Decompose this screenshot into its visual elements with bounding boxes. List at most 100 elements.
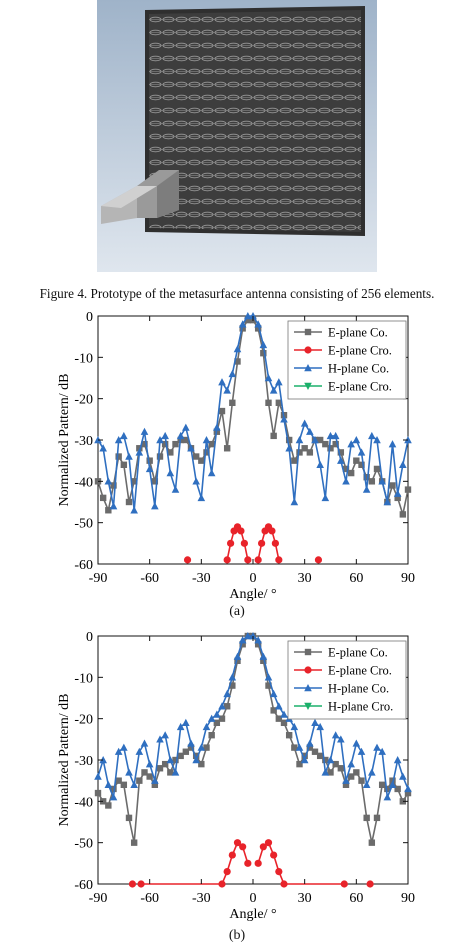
data-point	[378, 781, 386, 788]
data-point	[271, 539, 279, 547]
chart-a: -90 -60 -30 0 30 60 90 0 -10 -20 -30 -40 -50 -60 Angle…	[0, 300, 474, 615]
data-point	[183, 556, 192, 564]
data-point	[156, 436, 164, 444]
data-point	[161, 731, 169, 739]
data-point	[141, 440, 148, 448]
data-point	[228, 369, 237, 378]
data-point	[136, 777, 143, 784]
legend-label: E-plane Cro.	[328, 344, 392, 358]
data-point	[213, 719, 221, 726]
data-point	[198, 457, 205, 464]
data-point	[393, 756, 402, 764]
data-point	[202, 722, 211, 731]
y-tick-label: -20	[74, 393, 93, 408]
data-point	[223, 703, 231, 710]
data-point	[270, 851, 278, 859]
data-point	[151, 478, 159, 485]
x-tick-label: -60	[140, 571, 159, 586]
data-point	[384, 785, 391, 793]
data-point	[166, 469, 175, 477]
data-point	[146, 773, 153, 780]
data-point	[254, 636, 262, 644]
data-point	[280, 880, 288, 888]
data-point	[223, 689, 231, 698]
data-point	[291, 744, 298, 751]
data-point	[321, 768, 330, 776]
data-point	[389, 777, 396, 784]
data-point	[259, 843, 267, 851]
data-point	[244, 312, 252, 320]
data-point	[105, 802, 112, 809]
data-point	[258, 539, 266, 547]
data-point	[192, 477, 200, 485]
data-point	[197, 743, 206, 751]
data-point	[326, 431, 335, 440]
data-point	[373, 436, 381, 444]
data-point	[260, 657, 267, 664]
data-point	[145, 760, 154, 768]
data-point	[316, 722, 324, 731]
legend-swatch-marker	[304, 346, 312, 354]
data-point	[114, 747, 123, 755]
data-point	[368, 431, 376, 440]
data-point	[203, 744, 210, 751]
data-point	[240, 539, 248, 547]
data-point	[378, 747, 386, 755]
data-point	[306, 427, 314, 435]
data-point	[264, 374, 273, 382]
data-point	[363, 814, 370, 822]
data-point	[306, 449, 314, 456]
y-tick-label: 0	[86, 630, 93, 645]
data-point	[327, 769, 334, 776]
x-axis-label: Angle/ °	[229, 907, 276, 922]
series-line	[141, 841, 249, 885]
data-point	[285, 444, 293, 452]
data-point	[249, 632, 257, 640]
y-tick-label: 0	[86, 310, 93, 325]
data-point	[218, 880, 226, 888]
x-tick-label: 0	[250, 571, 257, 586]
data-point	[99, 494, 107, 502]
data-point	[228, 851, 236, 859]
data-point	[260, 350, 267, 357]
chart-b: -90 -60 -30 0 30 60 90 0 -10 -20 -30 -40 -50 -60 Angle…	[0, 620, 474, 935]
data-point	[269, 386, 278, 394]
data-point	[358, 461, 365, 468]
data-point	[285, 436, 293, 444]
data-point	[378, 477, 386, 485]
x-tick-label: -60	[140, 891, 159, 906]
data-point	[393, 489, 402, 497]
legend-swatch-marker	[304, 684, 312, 692]
data-point	[300, 419, 309, 427]
data-point	[187, 444, 195, 452]
data-point	[399, 511, 407, 518]
data-point	[99, 798, 107, 805]
data-point	[353, 769, 360, 776]
data-point	[296, 760, 303, 768]
data-point	[269, 689, 278, 698]
data-point	[337, 456, 345, 464]
data-point	[145, 464, 154, 473]
data-point	[151, 502, 159, 510]
data-point	[296, 449, 303, 456]
data-point	[295, 743, 304, 751]
data-point	[322, 756, 329, 764]
data-point	[197, 493, 206, 502]
data-point	[156, 453, 164, 460]
x-tick-label: 90	[401, 571, 415, 586]
data-point	[373, 814, 381, 822]
data-point	[99, 444, 107, 452]
data-point	[239, 641, 246, 648]
data-point	[109, 793, 118, 801]
data-point	[327, 445, 334, 452]
data-point	[233, 652, 242, 660]
data-point	[161, 440, 169, 448]
series-line	[257, 841, 345, 885]
data-point	[172, 440, 179, 448]
legend-label: E-plane Cro.	[328, 664, 392, 678]
data-point	[368, 768, 376, 776]
legend-label: E-plane Co.	[328, 646, 388, 660]
data-point	[167, 769, 174, 776]
data-point	[207, 469, 216, 477]
data-point	[198, 760, 205, 768]
